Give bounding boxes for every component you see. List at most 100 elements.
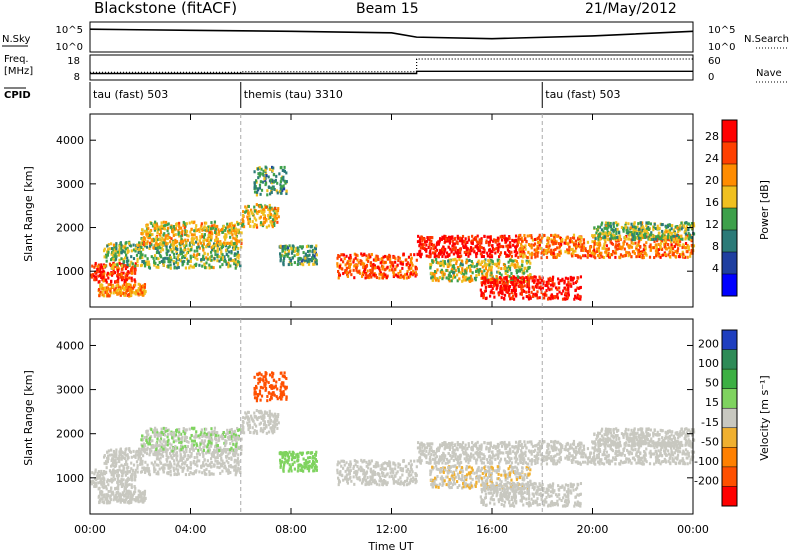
power-scatter-cell [572,241,575,245]
power-scatter-cell [147,260,150,264]
power-scatter-cell [234,230,238,234]
power-scatter-cell [128,263,132,267]
power-scatter-cell [220,227,223,231]
power-scatter-cell [114,249,118,253]
power-scatter-cell [167,259,170,263]
power-scatter-cell [595,242,598,246]
power-scatter-cell [532,287,536,291]
velocity-scatter-cell [141,500,144,504]
power-scatter-cell [655,239,659,243]
power-scatter-cell [532,276,535,280]
power-scatter-cell [197,242,200,246]
velocity-scatter-cell [192,471,195,475]
power-scatter-cell [448,271,451,275]
power-scatter-cell [541,292,545,296]
velocity-scatter-cell [197,451,200,455]
power-scatter-cell [525,269,529,273]
power-scatter-cell [480,294,483,298]
velocity-scatter-cell [224,444,227,448]
power-scatter-cell [142,231,145,235]
power-scatter-cell [147,265,151,269]
velocity-scatter-cell [97,487,100,491]
power-scatter-cell [209,238,213,242]
power-scatter-cell [506,254,510,258]
power-scatter-cell [506,270,509,274]
velocity-scatter-cell [196,464,199,468]
power-scatter-cell [438,276,442,280]
velocity-scatter-cell [193,456,196,460]
power-scatter-cell [236,250,240,254]
velocity-scatter-cell [172,453,176,457]
power-scatter-cell [687,222,690,226]
velocity-scatter-cell [223,449,226,453]
power-scatter-cell [261,180,264,184]
power-scatter-cell [156,237,159,241]
power-scatter-cell [473,265,476,269]
power-scatter-cell [552,248,556,252]
velocity-scatter-cell [216,459,219,463]
power-scatter-cell [441,254,444,258]
power-scatter-cell [546,297,550,301]
power-scatter-cell [630,233,633,237]
power-scatter-cell [536,278,539,282]
power-scatter-cell [436,268,439,272]
power-scatter-cell [208,256,211,260]
power-scatter-cell [680,221,683,225]
velocity-scatter-cell [98,501,101,505]
power-scatter-cell [663,242,666,246]
power-scatter-cell [225,253,228,257]
power-scatter-cell [237,260,240,264]
power-scatter-cell [357,270,361,274]
power-scatter-cell [100,276,103,280]
power-scatter-cell [435,254,438,258]
power-scatter-cell [128,243,132,247]
power-scatter-cell [161,248,165,252]
velocity-scatter-cell [112,478,115,482]
power-scatter-cell [126,259,129,263]
power-scatter-cell [471,271,474,275]
power-scatter-cell [208,231,211,235]
power-scatter-cell [255,193,259,197]
power-scatter-cell [574,246,578,250]
power-scatter-cell [122,286,126,290]
power-scatter-cell [166,223,169,227]
power-scatter-cell [476,268,480,272]
power-scatter-cell [124,275,127,279]
velocity-scatter-cell [127,491,131,495]
power-scatter-cell [150,243,153,247]
power-scatter-cell [657,254,660,258]
power-scatter-cell [344,268,347,272]
power-scatter-cell [564,276,568,280]
power-scatter-cell [637,233,640,237]
power-scatter-cell [489,279,493,283]
power-scatter-cell [568,249,571,253]
power-scatter-cell [156,231,159,235]
power-scatter-cell [497,262,500,266]
power-scatter-cell [610,235,613,239]
power-scatter-cell [674,250,677,254]
velocity-scatter-cell [132,463,136,467]
power-scatter-cell [109,272,112,276]
power-scatter-cell [145,232,148,236]
velocity-scatter-cell [139,492,142,496]
power-scatter-cell [509,264,512,268]
power-scatter-cell [457,269,460,273]
velocity-scatter-cell [212,472,215,476]
velocity-scatter-cell [188,472,191,476]
power-scatter-cell [560,292,563,296]
power-scatter-cell [667,243,670,247]
power-scatter-cell [311,250,314,254]
power-scatter-cell [543,249,547,253]
velocity-scatter-cell [205,451,208,455]
power-scatter-cell [454,236,457,240]
power-scatter-cell [131,286,135,290]
power-scatter-cell [99,265,102,269]
power-scatter-cell [218,242,221,246]
power-scatter-cell [104,253,108,257]
power-scatter-cell [168,236,171,240]
power-scatter-cell [259,223,262,227]
power-scatter-cell [349,256,352,260]
power-scatter-cell [445,276,448,280]
velocity-scatter-cell [234,473,237,477]
power-scatter-cell [491,277,494,281]
